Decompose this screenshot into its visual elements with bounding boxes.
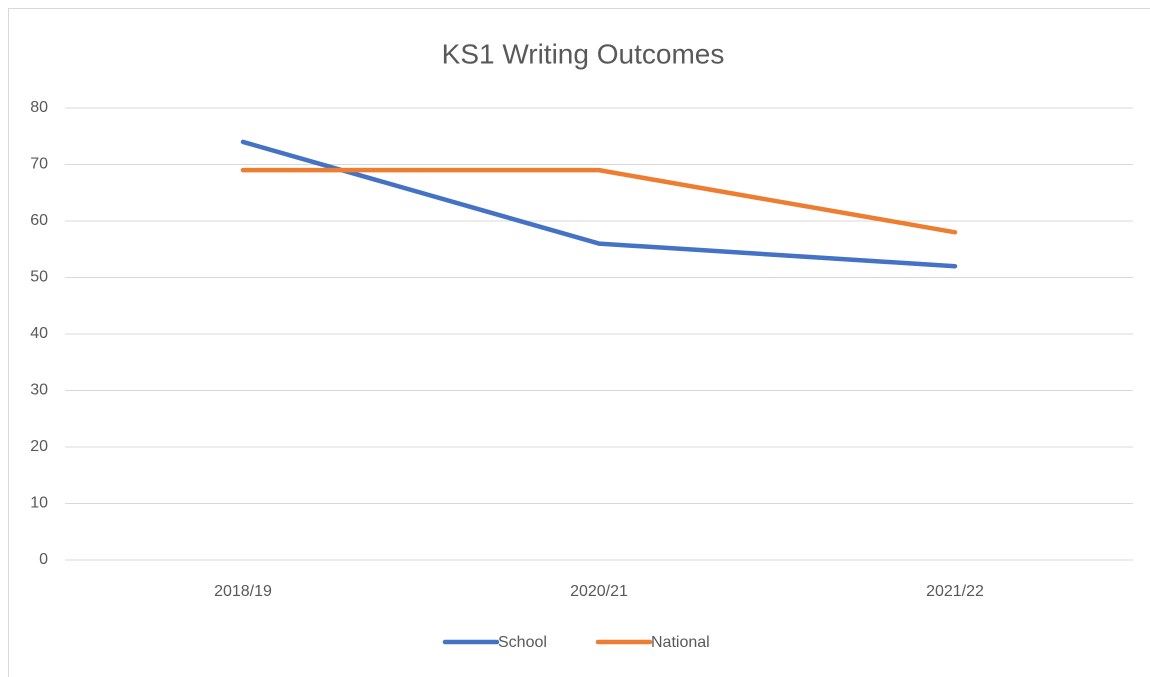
y-tick-label: 30: [30, 382, 48, 399]
series-line: [240, 139, 958, 269]
legend-label: National: [651, 634, 710, 651]
x-tick-label: 2021/22: [926, 583, 984, 600]
y-tick-label: 80: [30, 99, 48, 116]
y-tick-label: 0: [39, 551, 48, 568]
y-tick-label: 20: [30, 438, 48, 455]
y-tick-label: 50: [30, 269, 48, 286]
x-tick-label: 2018/19: [214, 583, 272, 600]
y-tick-label: 40: [30, 325, 48, 342]
legend-label: School: [498, 634, 547, 651]
y-tick-label: 60: [30, 212, 48, 229]
series-line: [240, 167, 958, 235]
y-tick-label: 70: [30, 156, 48, 173]
chart-frame: [8, 8, 1150, 677]
chart-title: KS1 Writing Outcomes: [442, 38, 725, 69]
y-tick-label: 10: [30, 495, 48, 512]
x-tick-label: 2020/21: [570, 583, 628, 600]
